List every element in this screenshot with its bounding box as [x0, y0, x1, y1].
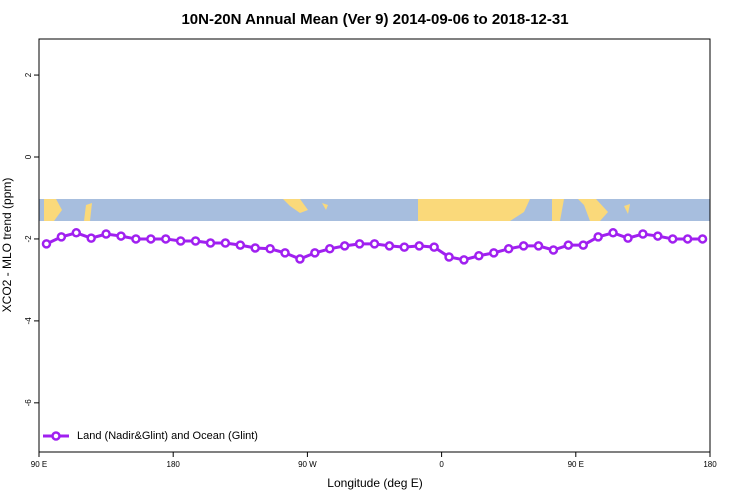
data-point — [682, 234, 693, 244]
data-point — [429, 242, 439, 252]
y-axis-label: XCO2 - MLO trend (ppm) — [0, 178, 14, 313]
data-point — [250, 243, 260, 253]
data-point — [190, 236, 201, 246]
data-point — [593, 232, 603, 242]
data-point — [369, 239, 380, 249]
data-point — [160, 234, 171, 244]
x-tick-label: 0 — [439, 460, 444, 469]
plot-frame — [38, 38, 711, 453]
data-point — [265, 244, 275, 254]
chart-title: 10N-20N Annual Mean (Ver 9) 2014-09-06 t… — [181, 11, 568, 28]
data-point — [280, 248, 290, 258]
x-tick-label: 90 E — [568, 460, 584, 469]
data-point — [548, 245, 559, 255]
data-point — [220, 238, 231, 248]
data-point — [667, 234, 678, 244]
x-tick-label: 180 — [703, 460, 717, 469]
data-point — [41, 239, 52, 249]
data-point — [563, 240, 574, 250]
data-point — [623, 233, 633, 243]
data-point — [578, 240, 589, 250]
data-point — [653, 231, 663, 241]
data-point — [86, 233, 96, 243]
y-tick-label: -4 — [24, 317, 33, 325]
x-axis-label: Longitude (deg E) — [327, 476, 422, 490]
data-point — [235, 240, 246, 250]
data-point — [131, 234, 141, 244]
data-point — [444, 252, 454, 262]
data-point — [101, 229, 111, 239]
data-point — [56, 232, 67, 242]
data-point — [205, 238, 216, 248]
data-point — [489, 248, 499, 258]
data-point — [533, 241, 544, 251]
data-point — [354, 239, 365, 249]
x-tick-label: 180 — [167, 460, 181, 469]
data-point — [399, 242, 410, 252]
data-point — [175, 236, 186, 246]
data-point — [384, 241, 395, 251]
data-point — [697, 234, 708, 244]
x-tick-label: 90 W — [298, 460, 317, 469]
map-band — [39, 199, 710, 221]
y-tick-label: 0 — [24, 154, 33, 159]
legend-label: Land (Nadir&Glint) and Ocean (Glint) — [77, 430, 258, 442]
data-point — [295, 254, 305, 264]
x-tick-label: 90 E — [31, 460, 47, 469]
data-point — [310, 248, 320, 258]
data-point — [608, 228, 618, 238]
data-point — [71, 228, 82, 238]
data-point — [339, 241, 350, 251]
data-point — [503, 244, 514, 254]
y-tick-label: -2 — [24, 235, 33, 243]
legend-marker — [51, 431, 61, 441]
data-point — [474, 250, 484, 261]
data-point — [116, 231, 126, 241]
data-point — [146, 234, 156, 244]
y-tick-label: -6 — [24, 399, 33, 407]
data-point — [518, 241, 529, 251]
data-point — [325, 244, 335, 254]
data-point — [638, 229, 648, 239]
y-tick-label: 2 — [24, 72, 33, 77]
data-point — [459, 255, 469, 265]
data-point — [414, 241, 424, 251]
